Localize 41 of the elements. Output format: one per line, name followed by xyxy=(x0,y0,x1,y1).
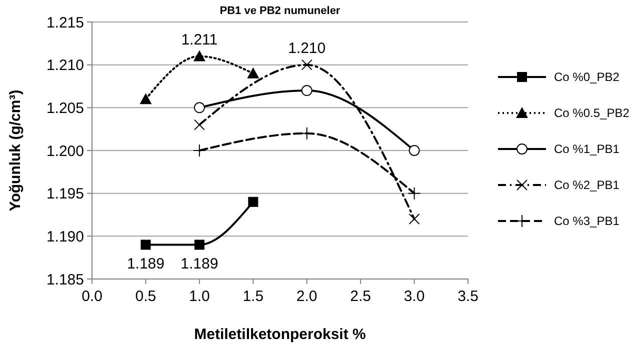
point xyxy=(301,59,312,70)
point xyxy=(193,50,206,62)
point xyxy=(192,144,206,157)
y-tick-label: 1.200 xyxy=(46,142,84,160)
point xyxy=(247,67,260,78)
y-tick-label: 1.190 xyxy=(46,228,84,246)
point xyxy=(194,240,204,250)
x-tick-label: 3.5 xyxy=(458,288,478,305)
x-tick-label: 0.5 xyxy=(135,288,156,305)
legend-label: Co %0.5_PB2 xyxy=(554,106,630,120)
annotation: 1.189 xyxy=(180,256,218,273)
y-tick-label: 1.195 xyxy=(46,186,84,203)
chart-title: PB1 ve PB2 numuneler xyxy=(220,5,341,17)
y-tick-label: 1.210 xyxy=(46,57,84,74)
x-tick-label: 2.5 xyxy=(350,288,371,305)
point xyxy=(301,85,312,96)
x-tick-label: 1.0 xyxy=(189,288,210,305)
x-tick-label: 2.0 xyxy=(296,288,318,305)
point xyxy=(408,145,420,156)
point xyxy=(194,102,205,114)
x-tick-label: 0.0 xyxy=(82,288,102,305)
legend-label: Co %0_PB2 xyxy=(554,70,620,84)
annotation: 1.211 xyxy=(181,31,218,48)
point xyxy=(140,240,151,250)
point xyxy=(408,214,420,225)
point xyxy=(194,119,205,130)
legend-label: Co %3_PB1 xyxy=(554,214,620,228)
legend-label: Co %2_PB1 xyxy=(554,178,620,192)
x-axis-title: Metiletilketonperoksit % xyxy=(194,326,366,343)
legend-label: Co %1_PB1 xyxy=(554,142,620,156)
annotation: 1.210 xyxy=(288,40,326,57)
point xyxy=(140,93,152,104)
x-tick-label: 1.5 xyxy=(242,288,264,305)
point xyxy=(408,186,421,200)
y-axis-title: Yoğunluk (g/cm³) xyxy=(7,90,24,212)
y-tick-label: 1.185 xyxy=(46,271,84,288)
y-tick-label: 1.215 xyxy=(46,14,84,32)
y-tick-label: 1.205 xyxy=(46,100,84,117)
point xyxy=(248,196,258,207)
x-tick-label: 3.0 xyxy=(404,288,425,305)
annotation: 1.189 xyxy=(126,256,164,273)
